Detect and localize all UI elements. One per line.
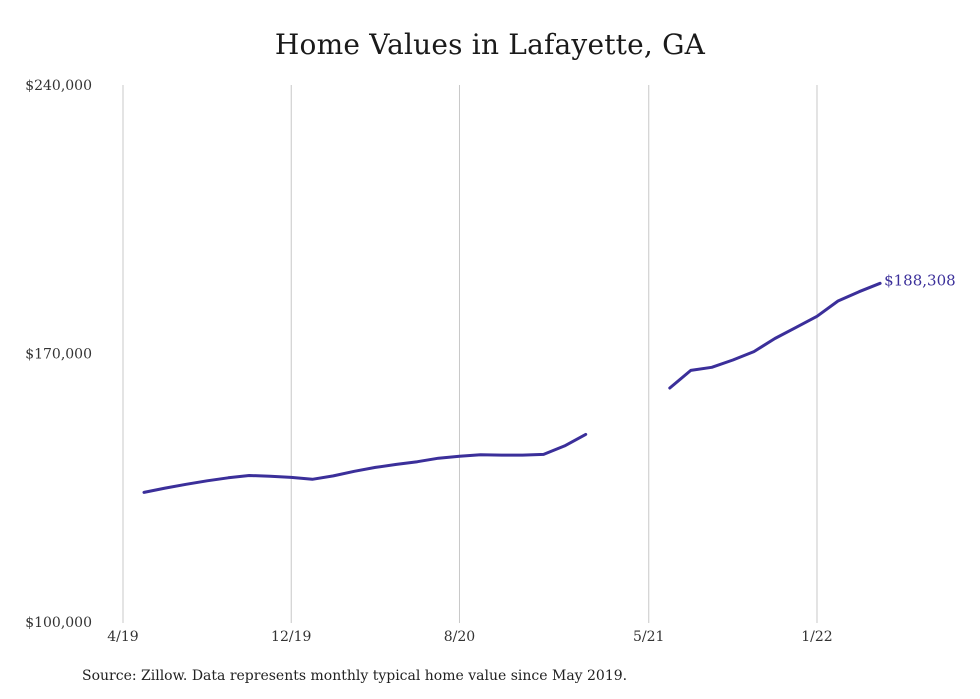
x-tick-label: 1/22 — [801, 629, 832, 645]
source-note: Source: Zillow. Data represents monthly … — [82, 668, 628, 684]
y-tick-label: $100,000 — [25, 615, 92, 631]
annotations: $188,308 — [884, 271, 956, 289]
end-value-label: $188,308 — [884, 271, 956, 289]
x-tick-label: 12/19 — [271, 629, 311, 645]
x-tick-label: 4/19 — [107, 629, 138, 645]
series-lines — [142, 281, 882, 494]
series-line-segment — [668, 281, 882, 390]
x-tick-labels: 4/19 12/19 8/20 5/21 1/22 — [107, 629, 832, 645]
series-line-segment — [142, 432, 588, 494]
y-tick-label: $170,000 — [25, 347, 92, 363]
y-tick-label: $240,000 — [25, 78, 92, 94]
y-tick-labels: $240,000 $170,000 $100,000 — [25, 78, 92, 631]
x-tick-label: 8/20 — [444, 629, 475, 645]
x-tick-label: 5/21 — [633, 629, 664, 645]
chart-title: Home Values in Lafayette, GA — [274, 28, 706, 61]
x-gridlines — [122, 85, 818, 623]
